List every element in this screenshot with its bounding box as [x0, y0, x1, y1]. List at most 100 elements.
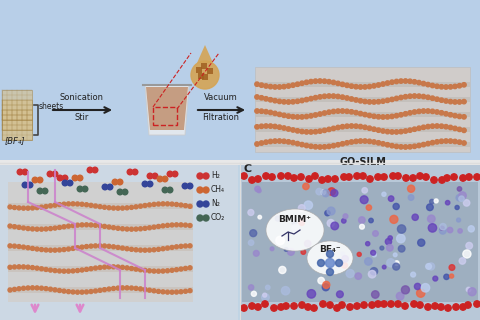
Circle shape	[388, 301, 394, 307]
Bar	[153, 107, 177, 125]
Circle shape	[439, 227, 446, 234]
Circle shape	[179, 244, 183, 248]
Circle shape	[39, 286, 44, 290]
Circle shape	[111, 265, 116, 269]
Circle shape	[72, 175, 78, 181]
Circle shape	[31, 286, 35, 290]
Circle shape	[354, 139, 358, 144]
Circle shape	[363, 112, 367, 117]
Circle shape	[306, 176, 312, 182]
Circle shape	[48, 204, 52, 208]
Circle shape	[161, 290, 165, 294]
Circle shape	[341, 252, 345, 256]
Circle shape	[444, 112, 448, 116]
Circle shape	[459, 258, 466, 264]
Circle shape	[456, 195, 463, 201]
Circle shape	[433, 276, 438, 281]
Circle shape	[435, 124, 439, 128]
Circle shape	[75, 202, 80, 206]
Circle shape	[111, 286, 116, 291]
Circle shape	[103, 244, 107, 248]
Circle shape	[370, 268, 378, 275]
Circle shape	[363, 99, 367, 104]
Circle shape	[339, 302, 345, 308]
Circle shape	[399, 129, 403, 134]
Circle shape	[328, 188, 336, 195]
Circle shape	[327, 79, 331, 84]
Bar	[255, 126, 470, 132]
Circle shape	[134, 267, 138, 271]
Circle shape	[376, 115, 381, 119]
Circle shape	[291, 100, 295, 104]
Circle shape	[460, 304, 466, 310]
Circle shape	[156, 224, 160, 228]
Circle shape	[143, 287, 147, 292]
Circle shape	[457, 140, 462, 144]
Circle shape	[342, 219, 346, 223]
Bar	[8, 224, 193, 230]
Circle shape	[408, 94, 412, 99]
Circle shape	[12, 205, 16, 210]
Circle shape	[80, 202, 84, 206]
Circle shape	[282, 84, 286, 89]
Circle shape	[248, 210, 254, 215]
Circle shape	[77, 186, 83, 192]
Circle shape	[399, 145, 403, 149]
Circle shape	[182, 183, 188, 189]
Circle shape	[250, 230, 257, 237]
Circle shape	[361, 302, 367, 308]
Circle shape	[313, 113, 318, 117]
Circle shape	[331, 80, 336, 85]
Circle shape	[318, 277, 324, 284]
Circle shape	[342, 263, 348, 268]
Circle shape	[39, 248, 44, 252]
Bar	[2, 90, 32, 120]
Circle shape	[188, 266, 192, 270]
Circle shape	[463, 250, 471, 258]
Circle shape	[444, 99, 448, 103]
Circle shape	[44, 204, 48, 209]
Circle shape	[450, 274, 454, 278]
Circle shape	[8, 205, 12, 209]
Circle shape	[354, 84, 358, 89]
Circle shape	[309, 130, 313, 134]
Circle shape	[325, 211, 330, 216]
Circle shape	[372, 231, 378, 236]
Circle shape	[8, 224, 12, 228]
Circle shape	[448, 100, 453, 104]
Circle shape	[125, 206, 129, 210]
Circle shape	[98, 224, 102, 228]
Circle shape	[412, 80, 417, 84]
Circle shape	[44, 287, 48, 291]
Circle shape	[299, 302, 305, 308]
Circle shape	[107, 184, 113, 190]
Circle shape	[317, 260, 324, 267]
Circle shape	[166, 290, 169, 294]
Circle shape	[474, 301, 480, 307]
Circle shape	[125, 286, 129, 290]
Circle shape	[417, 143, 421, 148]
Circle shape	[354, 124, 358, 128]
Circle shape	[179, 203, 183, 207]
Circle shape	[75, 290, 80, 294]
Circle shape	[390, 80, 394, 84]
Circle shape	[263, 293, 267, 297]
Circle shape	[421, 81, 426, 86]
Circle shape	[17, 287, 21, 291]
Circle shape	[401, 286, 409, 294]
Circle shape	[179, 267, 183, 271]
Circle shape	[203, 215, 209, 221]
Circle shape	[273, 124, 277, 129]
Circle shape	[381, 174, 387, 180]
Circle shape	[448, 85, 453, 89]
Circle shape	[183, 289, 188, 293]
Circle shape	[84, 244, 88, 249]
Circle shape	[273, 85, 277, 89]
Circle shape	[340, 82, 345, 87]
Circle shape	[179, 290, 183, 294]
Circle shape	[363, 125, 367, 130]
Circle shape	[130, 205, 133, 209]
Circle shape	[37, 177, 43, 183]
Circle shape	[299, 205, 305, 212]
Circle shape	[402, 303, 408, 309]
